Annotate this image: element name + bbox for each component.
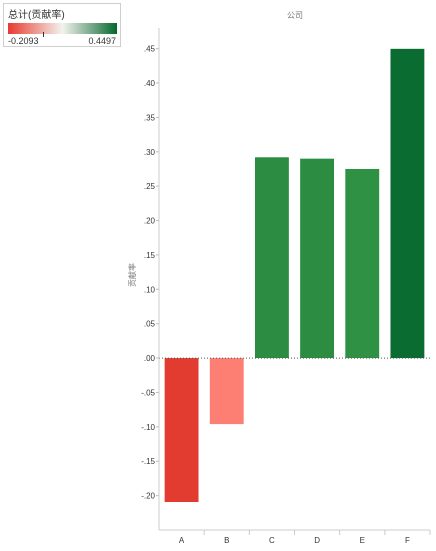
x-tick-label: F — [405, 536, 410, 545]
x-tick-label: D — [314, 536, 320, 545]
bar-d[interactable] — [300, 158, 335, 359]
x-tick-label: E — [360, 536, 365, 545]
x-axis: A B C D E F — [179, 530, 431, 545]
y-tick-label: -.05 — [141, 388, 155, 397]
y-tick-label: .05 — [144, 320, 156, 329]
bar-b[interactable] — [209, 358, 244, 425]
y-tick-label: -.20 — [141, 492, 155, 501]
bar-c[interactable] — [254, 157, 289, 359]
y-tick-label: .00 — [144, 354, 156, 363]
y-tick-label: .45 — [144, 45, 156, 54]
y-tick-label: -.15 — [141, 457, 155, 466]
y-axis: -.20 -.15 -.10 -.05 .00 .05 .10 .15 .20 .25 .30 .35… — [141, 45, 159, 501]
y-tick-label: .35 — [144, 113, 156, 122]
bars-group — [159, 48, 430, 503]
color-legend: 总计(贡献率) -0.2093 0.4497 — [3, 3, 121, 47]
y-tick-label: .25 — [144, 182, 156, 191]
chart-title: 公司 — [287, 11, 303, 20]
legend-min-label: -0.2093 — [8, 36, 39, 46]
bar-a[interactable] — [164, 358, 199, 503]
x-tick-label: C — [269, 536, 275, 545]
legend-title: 总计(贡献率) — [8, 10, 65, 21]
y-tick-label: .40 — [144, 79, 156, 88]
bar-f[interactable] — [390, 48, 425, 359]
legend-color-ramp — [8, 23, 117, 34]
y-tick-label: -.10 — [141, 423, 155, 432]
y-tick-label: .15 — [144, 251, 156, 260]
x-tick-label: A — [179, 536, 185, 545]
x-tick-label: B — [224, 536, 229, 545]
y-tick-label: .20 — [144, 217, 156, 226]
legend-max-label: 0.4497 — [88, 36, 116, 46]
y-axis-title: 贡献率 — [127, 263, 137, 287]
y-tick-label: .10 — [144, 285, 156, 294]
legend-zero-marker — [42, 32, 44, 37]
y-tick-label: .30 — [144, 148, 156, 157]
bar-e[interactable] — [345, 168, 380, 359]
